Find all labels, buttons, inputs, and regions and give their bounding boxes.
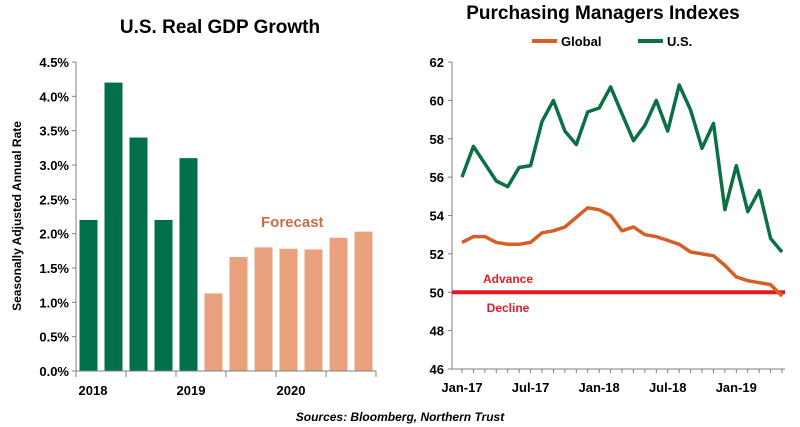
gdp-actual-bar [154, 219, 173, 371]
legend-label-us: U.S. [667, 34, 692, 49]
gdp-bars [79, 82, 373, 371]
gdp-forecast-bar [304, 249, 323, 371]
pmi-chart-title: Purchasing Managers Indexes [466, 3, 740, 24]
pmi-y-tick-label: 62 [430, 55, 444, 70]
pmi-y-ticks: 46 48 50 52 54 56 58 60 62 [430, 55, 452, 377]
pmi-y-tick-label: 52 [430, 247, 444, 262]
gdp-y-tick-label: 2.0% [39, 227, 69, 242]
gdp-forecast-annotation: Forecast [261, 214, 324, 231]
gdp-chart-title: U.S. Real GDP Growth [120, 17, 320, 38]
gdp-forecast-bar [354, 231, 373, 371]
gdp-chart: U.S. Real GDP Growth Seasonally Adjusted… [10, 17, 377, 398]
gdp-y-tick-label: 4.5% [39, 55, 69, 70]
gdp-forecast-bar [329, 237, 348, 371]
gdp-y-tick-label: 3.0% [39, 158, 69, 173]
pmi-x-tick-label: Jul-18 [649, 380, 687, 395]
pmi-global-line [461, 206, 784, 298]
gdp-y-tick-label: 1.5% [39, 261, 69, 276]
gdp-y-tick-label: 3.5% [39, 124, 69, 139]
gdp-forecast-bar [254, 247, 273, 371]
gdp-x-tick-label: 2019 [177, 383, 206, 398]
pmi-y-tick-label: 46 [430, 362, 444, 377]
pmi-advance-annotation: Advance [483, 272, 533, 286]
legend-label-global: Global [561, 34, 601, 49]
gdp-y-axis-label: Seasonally Adjusted Annual Rate [10, 121, 24, 311]
pmi-y-tick-label: 60 [430, 93, 444, 108]
pmi-y-tick-label: 56 [430, 170, 444, 185]
pmi-us-line [460, 83, 784, 254]
gdp-y-tick-label: 2.5% [39, 192, 69, 207]
gdp-actual-bar [179, 158, 198, 371]
gdp-forecast-bar [279, 248, 298, 371]
pmi-x-tick-label: Jan-18 [579, 380, 620, 395]
gdp-y-ticks: 0.0% 0.5% 1.0% 1.5% 2.0% 2.5% 3.0% 3.5% 4.0% 4.5% [39, 55, 76, 379]
gdp-actual-bar [104, 82, 123, 371]
gdp-y-tick-label: 0.0% [39, 364, 69, 379]
gdp-y-tick-label: 4.0% [39, 89, 69, 104]
gdp-x-tick-label: 2018 [79, 383, 108, 398]
source-note: Sources: Bloomberg, Northern Trust [296, 410, 505, 424]
pmi-x-tick-label: Jan-17 [441, 380, 482, 395]
pmi-y-tick-label: 58 [430, 132, 444, 147]
pmi-x-ticks: Jan-17 Jul-17 Jan-18 Jul-18 Jan-19 [441, 369, 783, 395]
pmi-x-tick-label: Jan-19 [716, 380, 757, 395]
gdp-y-tick-label: 0.5% [39, 330, 69, 345]
pmi-y-tick-label: 50 [430, 285, 444, 300]
pmi-chart: Purchasing Managers Indexes Global U.S. … [430, 3, 785, 395]
pmi-y-tick-label: 54 [430, 209, 445, 224]
pmi-decline-annotation: Decline [487, 301, 530, 315]
gdp-y-tick-label: 1.0% [39, 295, 69, 310]
pmi-x-tick-label: Jul-17 [512, 380, 550, 395]
gdp-x-ticks: 2018 2019 2020 [75, 371, 377, 398]
gdp-forecast-bar [229, 257, 248, 371]
gdp-actual-bar [129, 137, 148, 371]
pmi-y-tick-label: 48 [430, 324, 444, 339]
gdp-forecast-bar [204, 293, 223, 371]
pmi-legend: Global U.S. [532, 34, 692, 49]
pmi-series-lines [460, 83, 784, 298]
gdp-actual-bar [79, 219, 98, 371]
gdp-x-tick-label: 2020 [277, 383, 306, 398]
